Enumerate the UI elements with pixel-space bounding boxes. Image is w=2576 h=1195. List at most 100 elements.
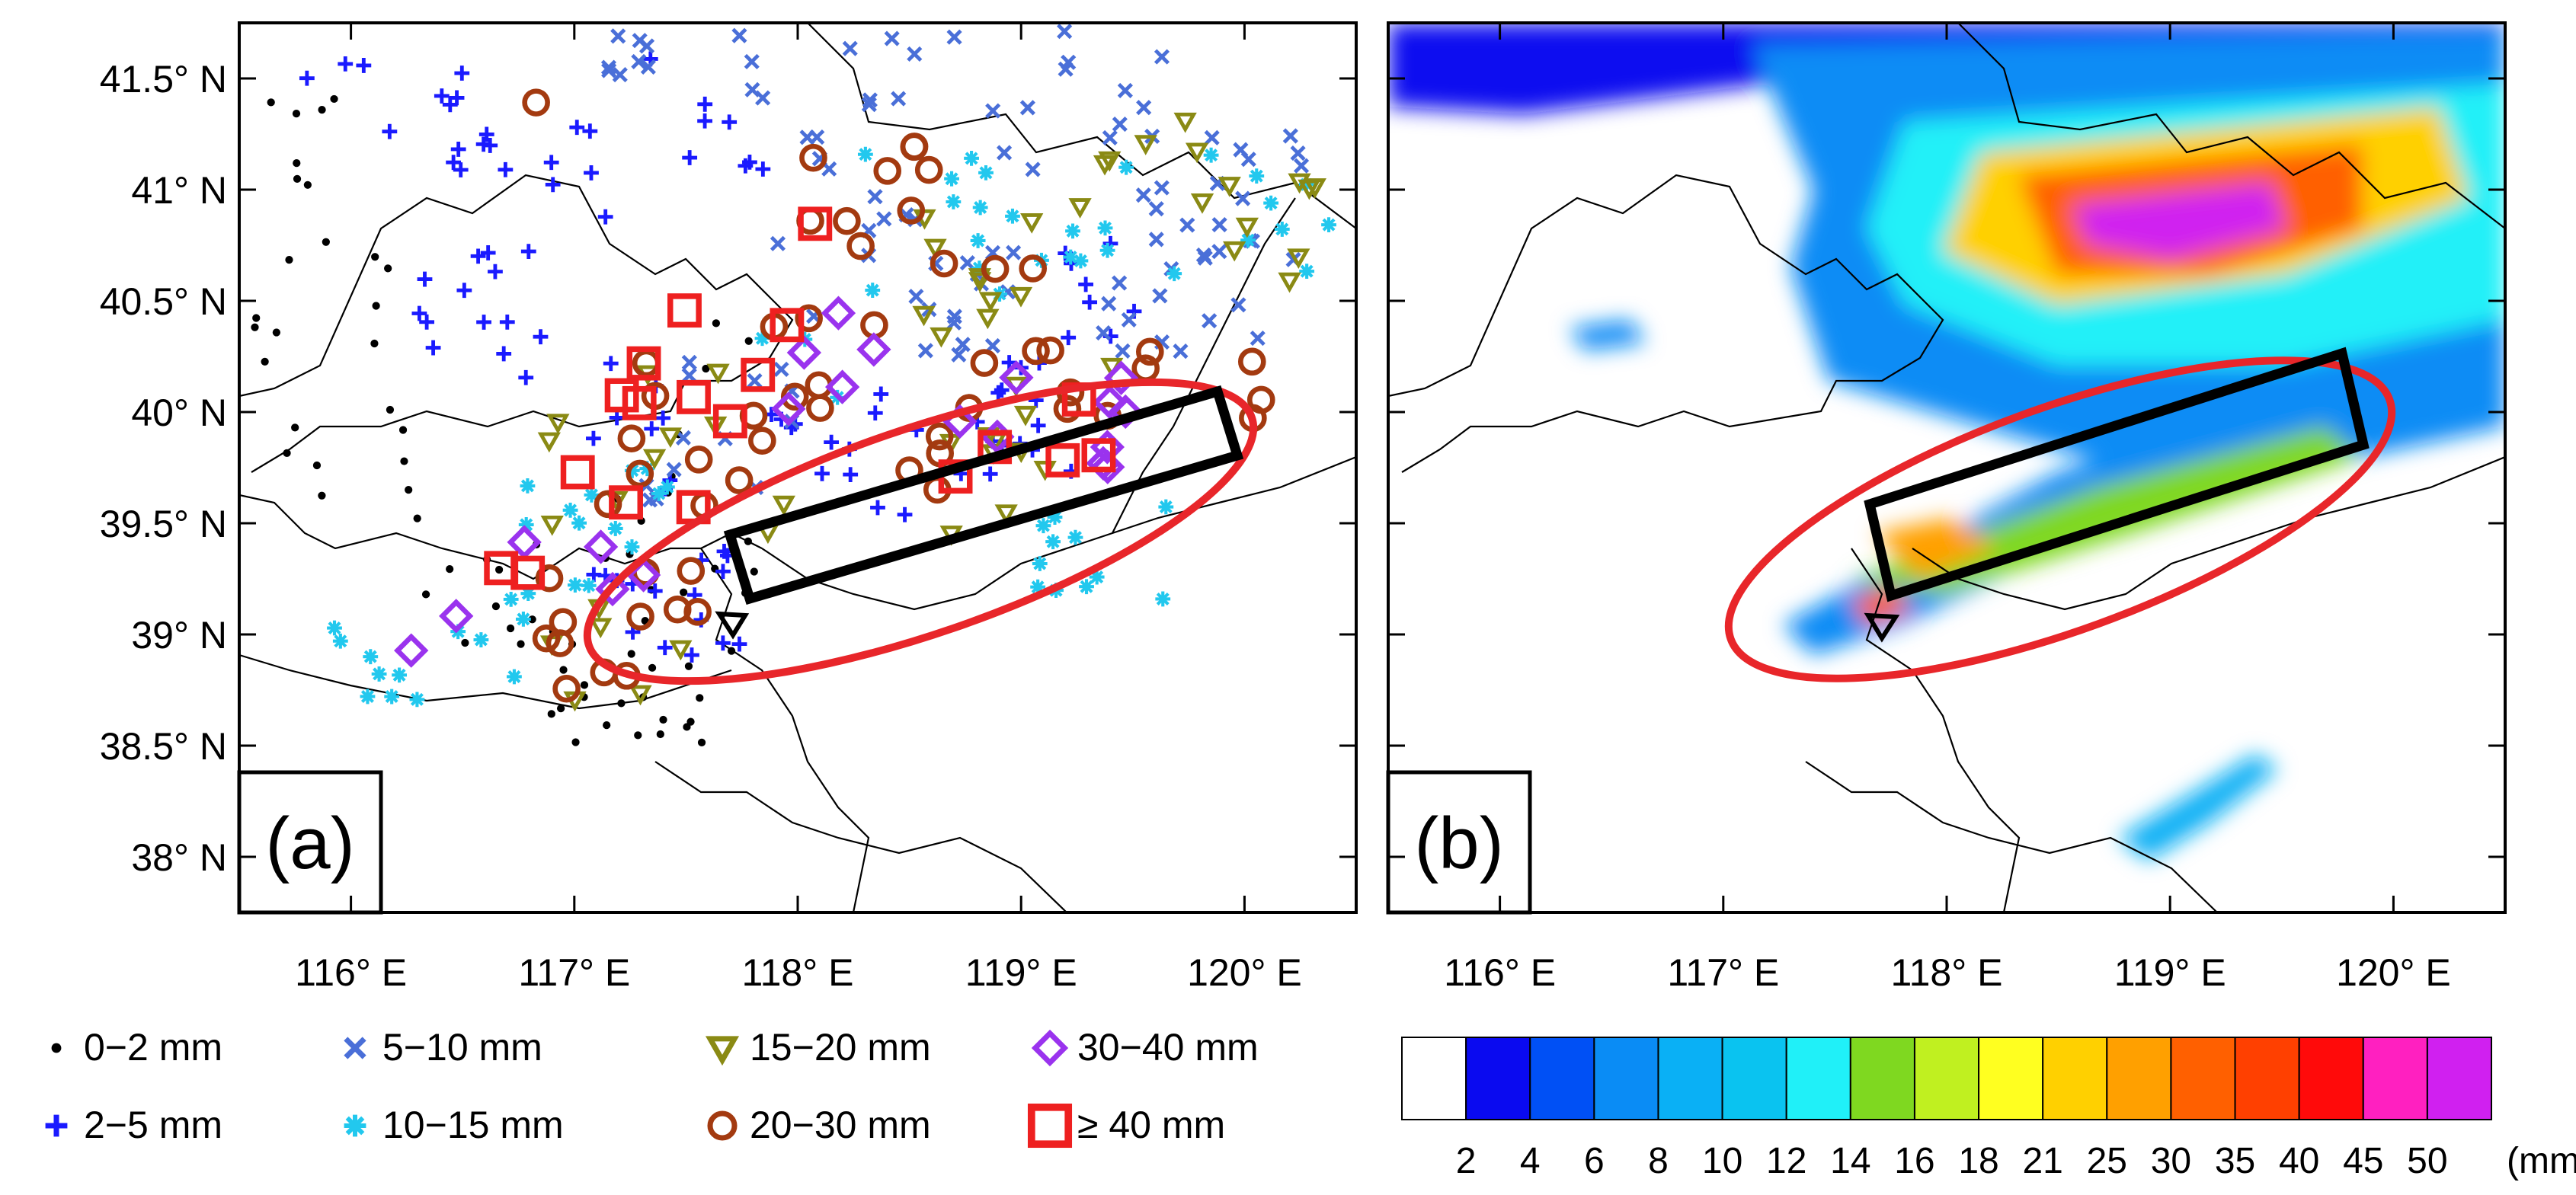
marker-cross (1121, 312, 1137, 328)
marker-asterisk (450, 624, 466, 640)
marker-dot (405, 486, 413, 494)
marker-dot (712, 319, 721, 328)
panel-a-axes: 116° E 117° E 118° E 119° E 120° E 41.5° N 41°… (100, 23, 1356, 994)
rain-region (2118, 754, 2278, 861)
colorbar-swatch (1785, 1037, 1851, 1120)
marker-dot (272, 328, 281, 337)
marker-asterisk (518, 517, 534, 532)
marker-plus (434, 88, 450, 104)
marker-square (741, 357, 776, 392)
legend-label: ≥ 40 mm (1077, 1104, 1225, 1146)
colorbar-label: 16 (1894, 1141, 1934, 1181)
legend-label: 30−40 mm (1077, 1026, 1259, 1069)
marker-asterisk (344, 1114, 366, 1137)
marker-asterisk (332, 633, 348, 649)
marker-asterisk (1005, 208, 1020, 224)
marker-asterisk (972, 200, 988, 216)
marker-triangle-down (1098, 151, 1122, 172)
marker-asterisk (971, 260, 987, 276)
colorbar-label: 21 (2022, 1141, 2062, 1181)
marker-dot (371, 253, 379, 261)
marker-cross (917, 343, 933, 359)
marker-triangle-down (1013, 405, 1038, 427)
marker-square (712, 404, 747, 439)
marker-asterisk (1298, 177, 1314, 193)
legend-label: 0−2 mm (84, 1026, 222, 1069)
marker-dot (400, 457, 408, 465)
marker-dot (293, 158, 301, 168)
marker-asterisk (507, 669, 522, 685)
marker-dot (702, 364, 710, 373)
marker-asterisk (1274, 222, 1290, 237)
marker-plus (657, 640, 673, 656)
marker-plus (873, 386, 889, 402)
marker-triangle-down (669, 640, 693, 661)
marker-triangle-down (1190, 193, 1214, 214)
marker-cross (1019, 100, 1035, 116)
marker-plus (682, 150, 698, 165)
marker-triangle-down (658, 427, 683, 449)
colorbar-swatch (1913, 1037, 1980, 1120)
marker-dot (648, 663, 657, 672)
marker-asterisk (520, 478, 536, 494)
colorbar-swatch (2362, 1037, 2428, 1120)
marker-cross (1117, 82, 1133, 98)
marker-plus (382, 123, 398, 139)
marker-plus (338, 56, 354, 72)
marker-square (770, 308, 805, 343)
colorbar-label: 10 (1702, 1141, 1742, 1181)
boundary-line (1912, 455, 2505, 611)
marker-triangle-down (1068, 198, 1092, 219)
y-tick-label: 39.5° N (100, 503, 227, 545)
colorbar-swatch (1849, 1037, 1915, 1120)
marker-cross (631, 53, 647, 69)
marker-cross (951, 347, 967, 363)
marker-dot (285, 255, 293, 264)
marker-diamond (595, 571, 630, 607)
marker-triangle-down (1020, 213, 1044, 234)
legend-label: 5−10 mm (382, 1026, 542, 1069)
marker-plus (603, 356, 619, 372)
marker-triangle-down (1009, 286, 1033, 308)
y-tick-label: 38° N (131, 836, 227, 879)
marker-cross (675, 430, 691, 446)
rain-region (1570, 320, 1646, 350)
marker-cross (1179, 217, 1195, 233)
marker-square (560, 455, 595, 490)
boundary-line (1388, 174, 1944, 473)
colorbar-unit: (mm) (2507, 1141, 2576, 1181)
marker-cross (1148, 232, 1164, 248)
marker-cross (344, 1037, 366, 1059)
marker-cross (1136, 100, 1152, 116)
colorbar-swatch (2170, 1037, 2236, 1120)
marker-circle (546, 629, 574, 657)
marker-plus (697, 96, 713, 112)
marker-dot (547, 710, 555, 718)
colorbar-label: 35 (2215, 1141, 2255, 1181)
marker-plus (482, 138, 498, 153)
marker-plus (731, 636, 747, 652)
marker-plus (450, 142, 466, 157)
marker-dot (293, 174, 302, 184)
marker-plus (543, 155, 559, 171)
marker-dot (261, 357, 269, 366)
marker-asterisk (1045, 534, 1061, 550)
marker-asterisk (651, 486, 667, 501)
boundary-line (239, 174, 794, 473)
colorbar-label: 4 (1520, 1141, 1541, 1181)
marker-legend: 0−2 mm 5−10 mm 15−20 mm 30−40 mm 2−5 mm 10−15… (45, 1026, 1259, 1149)
marker-circle (799, 143, 827, 172)
marker-asterisk (571, 515, 587, 531)
marker-cross (1211, 244, 1227, 260)
marker-circle (532, 624, 561, 653)
marker-plus (644, 421, 660, 436)
marker-cross (681, 367, 697, 383)
marker-plus (569, 120, 585, 136)
marker-plus (586, 430, 601, 446)
marker-plus (518, 369, 534, 385)
marker-diamond (1031, 1029, 1069, 1067)
marker-plus (870, 500, 885, 516)
marker-dot (684, 662, 693, 670)
y-tick-label: 41.5° N (100, 58, 227, 101)
marker-asterisk (1118, 159, 1134, 175)
